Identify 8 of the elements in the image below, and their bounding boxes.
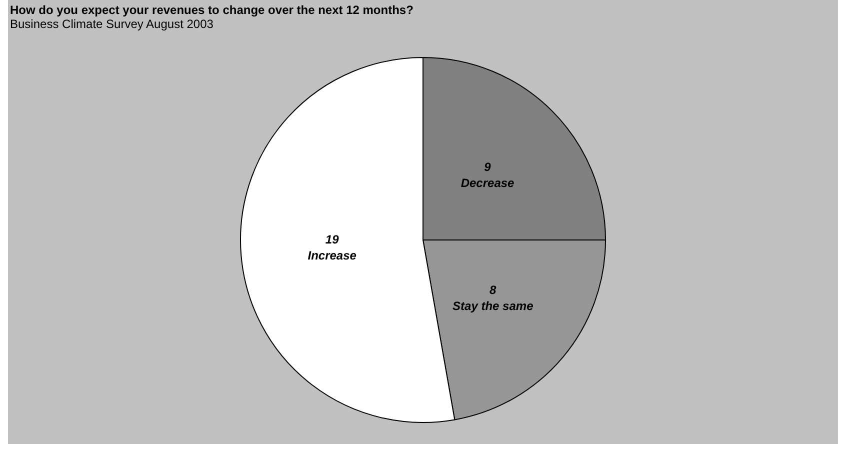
data-label: 19 — [325, 232, 340, 246]
text: Business Climate Survey August 2003 — [10, 17, 214, 31]
slice-label: Decrease — [460, 176, 515, 190]
data-label: 8 — [490, 282, 497, 297]
data-label: 9 — [484, 160, 492, 174]
chart-title: How do you expect your revenues to change over the next 12 months? — [10, 3, 414, 17]
slice-label: Stay the same — [452, 298, 534, 313]
slice-label: Increase — [308, 248, 357, 262]
